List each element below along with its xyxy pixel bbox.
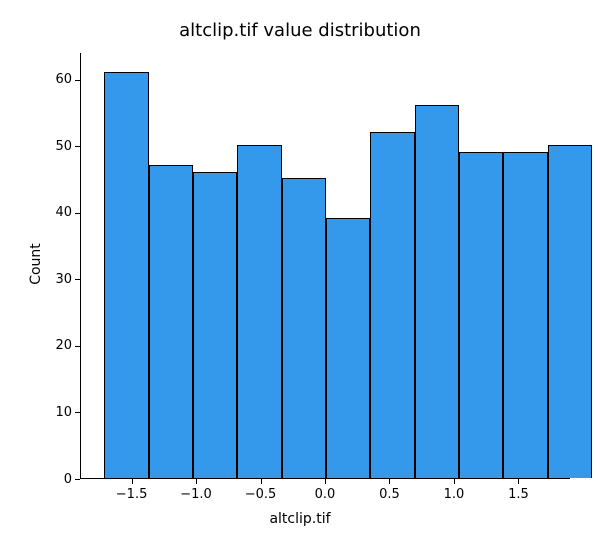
histogram-bar bbox=[282, 178, 326, 478]
xtick-label: 1.0 bbox=[444, 487, 465, 502]
histogram-bar bbox=[326, 218, 370, 478]
ytick-mark bbox=[75, 146, 80, 147]
histogram-bar bbox=[149, 165, 193, 478]
x-axis-label: altclip.tif bbox=[0, 511, 600, 527]
xtick-mark bbox=[454, 479, 455, 484]
xtick-label: −1.0 bbox=[180, 487, 212, 502]
xtick-label: 1.5 bbox=[508, 487, 529, 502]
ytick-mark bbox=[75, 213, 80, 214]
xtick-mark bbox=[196, 479, 197, 484]
histogram-bar bbox=[193, 172, 237, 478]
xtick-label: 0.5 bbox=[379, 487, 400, 502]
ytick-label: 30 bbox=[55, 272, 72, 287]
xtick-mark bbox=[261, 479, 262, 484]
histogram-bar bbox=[104, 72, 148, 478]
histogram-bar bbox=[237, 145, 281, 478]
histogram-bar bbox=[503, 152, 547, 478]
ytick-mark bbox=[75, 279, 80, 280]
ytick-mark bbox=[75, 80, 80, 81]
ytick-mark bbox=[75, 412, 80, 413]
ytick-mark bbox=[75, 479, 80, 480]
ytick-label: 10 bbox=[55, 405, 72, 420]
ytick-label: 40 bbox=[55, 205, 72, 220]
ytick-label: 0 bbox=[64, 472, 72, 487]
histogram-chart: altclip.tif value distribution Count alt… bbox=[0, 0, 600, 549]
xtick-label: −0.5 bbox=[245, 487, 277, 502]
ytick-label: 50 bbox=[55, 139, 72, 154]
histogram-bar bbox=[415, 105, 459, 478]
xtick-label: −1.5 bbox=[116, 487, 148, 502]
ytick-mark bbox=[75, 346, 80, 347]
histogram-bar bbox=[548, 145, 592, 478]
ytick-label: 60 bbox=[55, 72, 72, 87]
xtick-mark bbox=[518, 479, 519, 484]
histogram-bar bbox=[370, 132, 414, 478]
xtick-mark bbox=[132, 479, 133, 484]
xtick-label: 0.0 bbox=[315, 487, 336, 502]
xtick-mark bbox=[389, 479, 390, 484]
chart-title: altclip.tif value distribution bbox=[0, 20, 600, 41]
histogram-bar bbox=[459, 152, 503, 478]
plot-area bbox=[80, 53, 570, 479]
xtick-mark bbox=[325, 479, 326, 484]
y-axis-label: Count bbox=[28, 243, 44, 285]
ytick-label: 20 bbox=[55, 338, 72, 353]
